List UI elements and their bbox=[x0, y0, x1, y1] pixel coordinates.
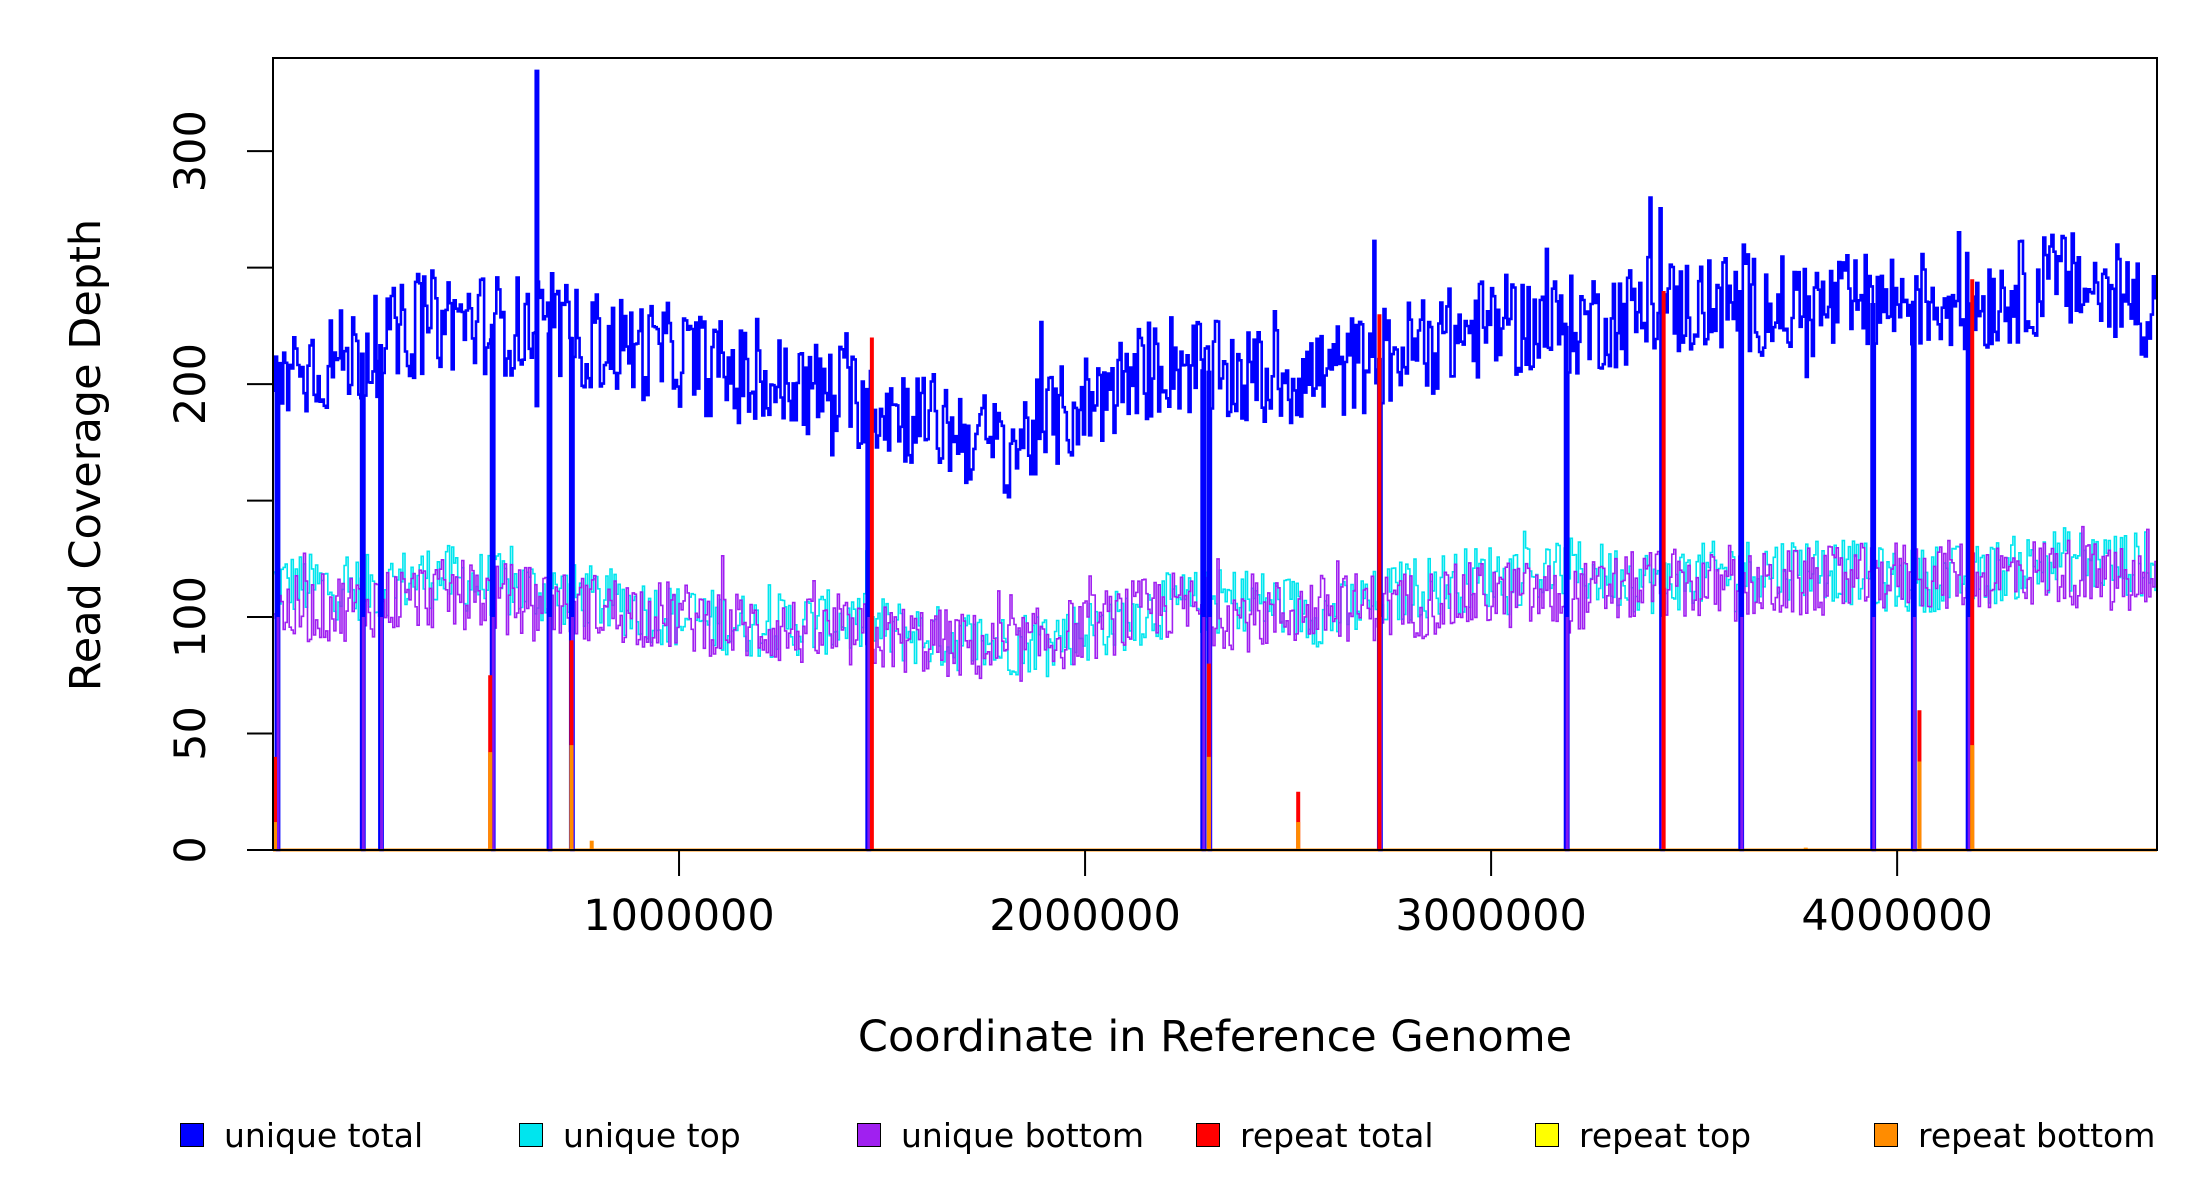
legend-swatch-repeat-top bbox=[1535, 1123, 1559, 1147]
legend-swatch-unique-bottom bbox=[857, 1123, 881, 1147]
legend-swatch-unique-total bbox=[180, 1123, 204, 1147]
coverage-plot: 0 50 100 200 300 1000000 2000000 3000000 4000000… bbox=[61, 57, 2158, 1062]
legend-item-repeat-total: repeat total bbox=[1196, 1115, 1434, 1155]
y-tick-label-0: 0 bbox=[166, 836, 216, 863]
legend-item-unique-total: unique total bbox=[180, 1115, 423, 1155]
legend-label-repeat-top: repeat top bbox=[1579, 1115, 1752, 1155]
legend-swatch-repeat-bottom bbox=[1874, 1123, 1898, 1147]
series-line-unique-top bbox=[273, 527, 2157, 851]
x-axis-label: Coordinate in Reference Genome bbox=[858, 1012, 1572, 1062]
x-tick-label-4000000: 4000000 bbox=[1801, 891, 1993, 941]
y-tick-label-300: 300 bbox=[166, 110, 216, 192]
legend-label-unique-total: unique total bbox=[224, 1115, 424, 1155]
legend: unique total unique top unique bottom re… bbox=[0, 1115, 2200, 1165]
y-axis-label: Read Coverage Depth bbox=[61, 219, 111, 691]
x-tick-label-1000000: 1000000 bbox=[583, 891, 775, 941]
legend-label-repeat-total: repeat total bbox=[1240, 1115, 1434, 1155]
y-tick-label-50: 50 bbox=[166, 706, 216, 761]
y-tick-label-100: 100 bbox=[166, 576, 216, 658]
legend-swatch-unique-top bbox=[519, 1123, 543, 1147]
x-tick-label-3000000: 3000000 bbox=[1395, 891, 1587, 941]
x-tick-label-2000000: 2000000 bbox=[989, 891, 1181, 941]
series-layer bbox=[273, 69, 2157, 852]
plot-frame bbox=[272, 57, 2158, 851]
legend-item-unique-bottom: unique bottom bbox=[857, 1115, 1144, 1155]
legend-label-repeat-bottom: repeat bottom bbox=[1918, 1115, 2156, 1155]
legend-label-unique-top: unique top bbox=[563, 1115, 741, 1155]
axes-layer: 0 50 100 200 300 1000000 2000000 3000000 4000000 bbox=[166, 57, 2158, 941]
series-line-unique-total bbox=[273, 196, 2157, 852]
legend-item-repeat-top: repeat top bbox=[1535, 1115, 1751, 1155]
y-tick-label-200: 200 bbox=[166, 343, 216, 425]
legend-item-unique-top: unique top bbox=[519, 1115, 741, 1155]
legend-label-unique-bottom: unique bottom bbox=[901, 1115, 1145, 1155]
legend-swatch-repeat-total bbox=[1196, 1123, 1220, 1147]
series-line-unique-bottom bbox=[273, 525, 2157, 851]
legend-item-repeat-bottom: repeat bottom bbox=[1874, 1115, 2155, 1155]
